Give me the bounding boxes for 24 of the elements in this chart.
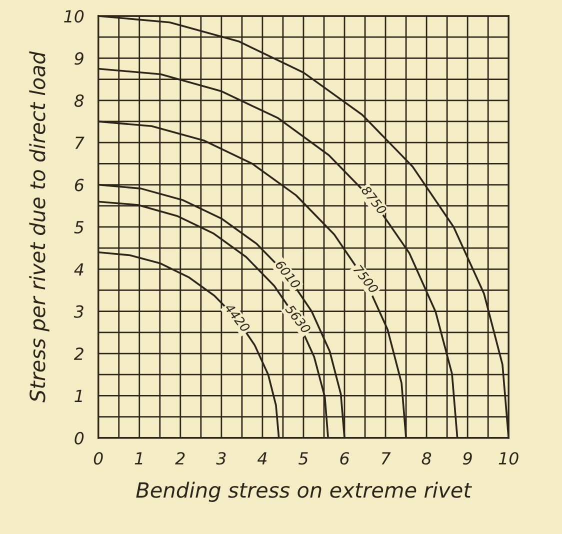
y-tick-label: 9 [74, 52, 84, 65]
y-tick-label: 1 [74, 390, 82, 402]
x-tick-label: 9 [463, 452, 472, 465]
x-tick-label: 10 [498, 452, 518, 465]
y-tick-label: 2 [74, 347, 84, 360]
y-tick-label: 0 [74, 432, 84, 444]
y-tick-label: 6 [74, 178, 84, 192]
x-tick-label: 5 [298, 452, 308, 465]
x-tick-label: 6 [340, 452, 350, 465]
x-tick-label: 3 [216, 452, 226, 465]
y-tick-label: 5 [74, 221, 84, 234]
x-tick-label: 8 [422, 452, 432, 465]
y-tick-label: 7 [75, 136, 84, 149]
y-axis-title: Stress per rivet due to direct load [29, 51, 50, 402]
x-tick-label: 0 [94, 452, 103, 465]
y-tick-label: 4 [74, 263, 84, 276]
x-axis-title: Bending stress on extreme rivet [136, 482, 472, 502]
x-tick-label: 2 [175, 452, 185, 464]
y-tick-label: 3 [74, 305, 84, 318]
y-tick-label: 10 [64, 10, 84, 23]
x-tick-label: 1 [134, 452, 142, 464]
x-tick-label: 4 [257, 452, 267, 464]
y-tick-label: 8 [74, 94, 84, 107]
x-tick-label: 7 [382, 452, 391, 464]
